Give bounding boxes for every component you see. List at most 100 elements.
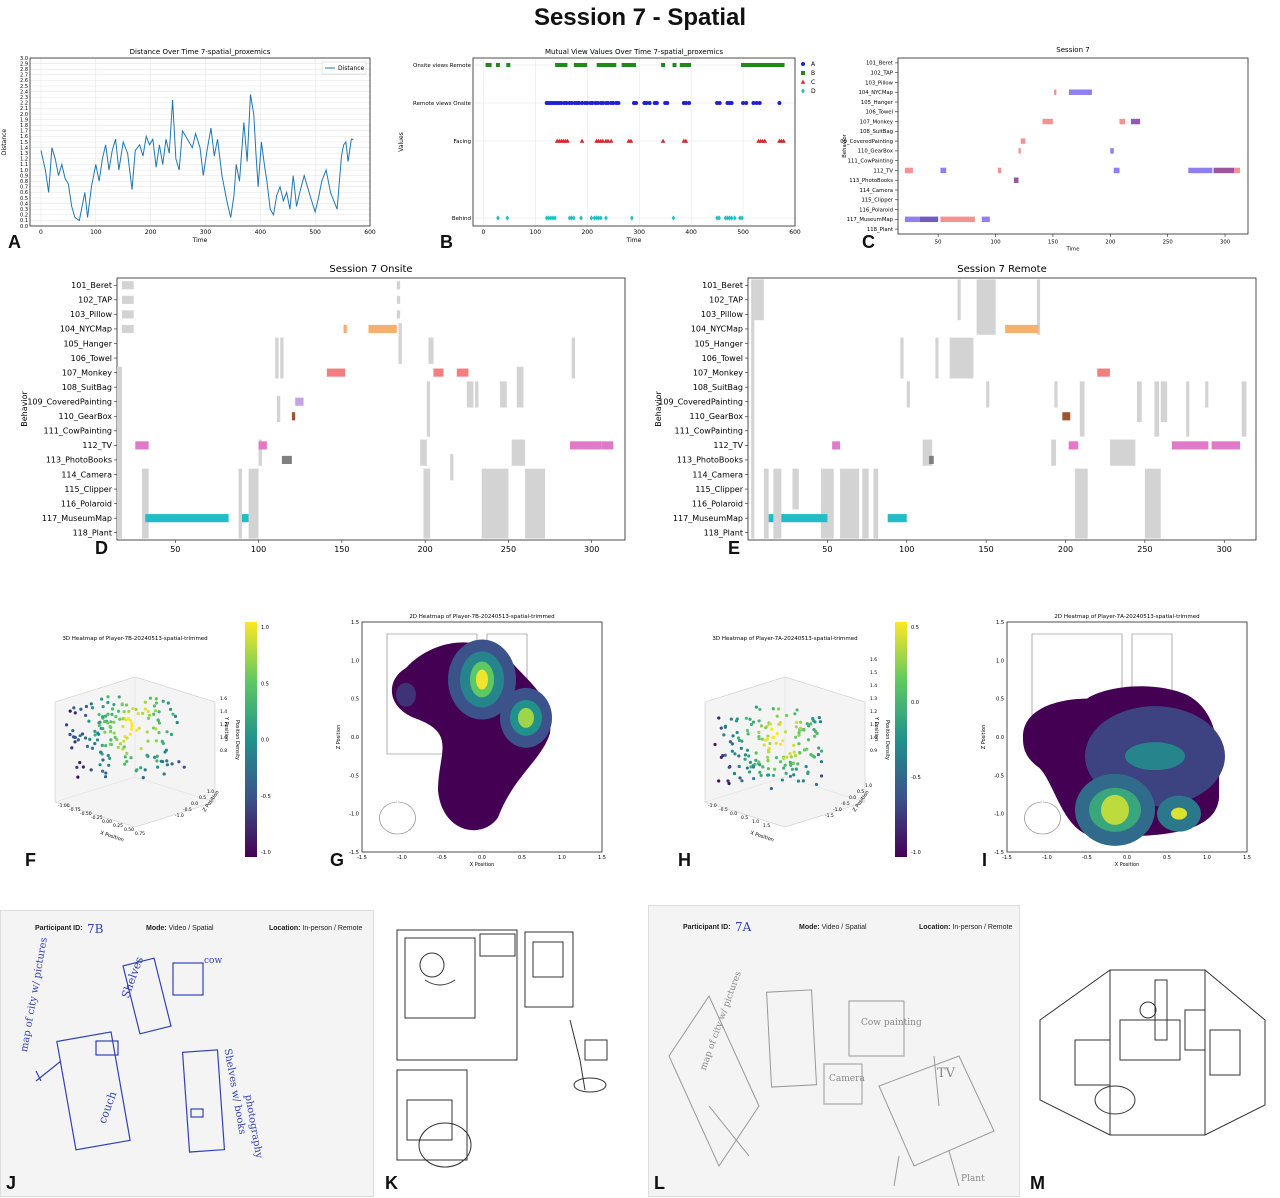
timeline-segment <box>1188 167 1213 174</box>
x-tick-label: 150 <box>334 545 349 554</box>
scatter-point <box>120 702 124 706</box>
x-tick-label: -0.5 <box>719 807 728 813</box>
x-tick-label: 150 <box>1048 239 1059 245</box>
scatter-point <box>801 779 805 783</box>
x-tick-label: 100 <box>990 239 1001 245</box>
gray-activity-bar <box>1075 468 1088 539</box>
scatter-point <box>79 707 83 711</box>
point-B <box>559 63 564 67</box>
point-B <box>681 63 686 67</box>
point-B <box>577 63 582 67</box>
floorplan-k <box>396 929 608 1168</box>
scatter-point <box>85 744 90 748</box>
x-tick-label: 500 <box>309 229 321 236</box>
gray-activity-bar <box>1241 381 1247 437</box>
scatter-point <box>719 726 723 730</box>
scatter-point <box>762 743 766 747</box>
gray-activity-bar <box>935 337 939 379</box>
scatter-point <box>805 747 809 751</box>
y-tick-label: 117_MuseumMap <box>673 514 743 523</box>
point-A <box>751 101 756 105</box>
point-D <box>544 215 549 221</box>
gray-activity-bar <box>466 381 474 408</box>
scatter-point <box>173 714 178 718</box>
legend-label: D <box>811 88 816 95</box>
scatter-point <box>806 770 810 774</box>
y-tick-label: 0.5 <box>857 789 864 795</box>
point-B <box>687 63 692 67</box>
point-D <box>567 215 572 221</box>
location-label: Location: <box>919 924 951 931</box>
y-tick-label: 0.5 <box>996 697 1004 703</box>
location-options: In-person / Remote <box>302 925 363 932</box>
y-tick-label: 2.6 <box>20 78 28 84</box>
gray-activity-bar <box>1054 381 1058 408</box>
mode-options: Video / Spatial <box>168 925 214 932</box>
gray-activity-bar <box>862 468 869 539</box>
y-axis-label: Z Position <box>336 725 342 749</box>
gray-activity-bar <box>1051 439 1056 466</box>
y-axis-label: Behavior <box>20 391 29 427</box>
chart-title: Mutual View Values Over Time 7-spatial_p… <box>545 48 723 56</box>
x-tick-label: 1.5 <box>763 823 770 829</box>
scatter-point <box>748 770 752 774</box>
y-tick-label: 1.6 <box>20 134 28 140</box>
x-tick-label: 500 <box>737 229 749 236</box>
scatter-point <box>153 709 158 713</box>
y-axis-label: Distance <box>1 129 8 156</box>
point-D <box>553 215 557 221</box>
point-A <box>717 101 722 105</box>
scatter-point <box>770 727 774 731</box>
point-B <box>612 63 617 67</box>
y-tick-label: 0.0 <box>996 735 1004 741</box>
y-tick-label: 1.1 <box>20 162 28 168</box>
scatter-point <box>794 735 798 739</box>
y-tick-label: 0.4 <box>20 201 28 207</box>
y-tick-label: 0.5 <box>199 795 206 801</box>
point-B <box>485 63 490 67</box>
density-contour <box>396 682 416 707</box>
gray-activity-bar <box>428 337 434 364</box>
x-tick-label: 400 <box>255 229 267 236</box>
scatter-point <box>818 720 823 724</box>
note-tv: TV <box>937 1066 956 1081</box>
x-axis-label: X Position <box>749 830 774 843</box>
x-axis-label: X Position <box>470 862 494 868</box>
colorbar-tick-label: -0.5 <box>911 775 921 781</box>
colorbar <box>245 622 257 857</box>
scatter-point <box>128 732 132 736</box>
point-A <box>606 101 611 105</box>
timeline-segment <box>940 216 975 223</box>
timeline-segment <box>904 167 913 174</box>
scatter-point <box>806 738 811 742</box>
scatter-point <box>751 720 756 724</box>
scatter-point <box>68 732 72 737</box>
x-tick-label: 0.5 <box>1163 855 1171 861</box>
scatter-point <box>757 719 761 723</box>
timeline-segment <box>396 310 401 319</box>
gray-activity-bar <box>773 468 782 539</box>
point-A <box>569 101 574 105</box>
point-D <box>496 215 500 221</box>
density-contour <box>1101 794 1129 825</box>
gray-activity-bar <box>525 468 546 539</box>
scatter-point <box>99 750 103 755</box>
y-tick-label: 108_SuitBag <box>693 383 743 392</box>
scatter-point <box>124 718 128 722</box>
y-tick-label: 115_Clipper <box>64 485 112 494</box>
timeline-segment <box>1097 368 1110 377</box>
y-tick-label: Facing <box>453 139 471 145</box>
x-tick-label: 0 <box>39 229 43 236</box>
scatter-point <box>736 736 741 740</box>
y-tick-label: 110_GearBox <box>59 412 113 421</box>
y-tick-label: -1.5 <box>349 850 359 856</box>
scatter-point <box>84 713 88 718</box>
scatter-point <box>739 746 743 750</box>
panel-label-a: A <box>8 232 21 252</box>
y-tick-label: 118_Plant <box>73 529 112 538</box>
point-D <box>630 215 634 221</box>
x-tick-label: 1.5 <box>1243 855 1251 861</box>
scatter-point <box>778 742 783 747</box>
density-contour <box>1171 807 1187 820</box>
point-B <box>557 63 562 67</box>
